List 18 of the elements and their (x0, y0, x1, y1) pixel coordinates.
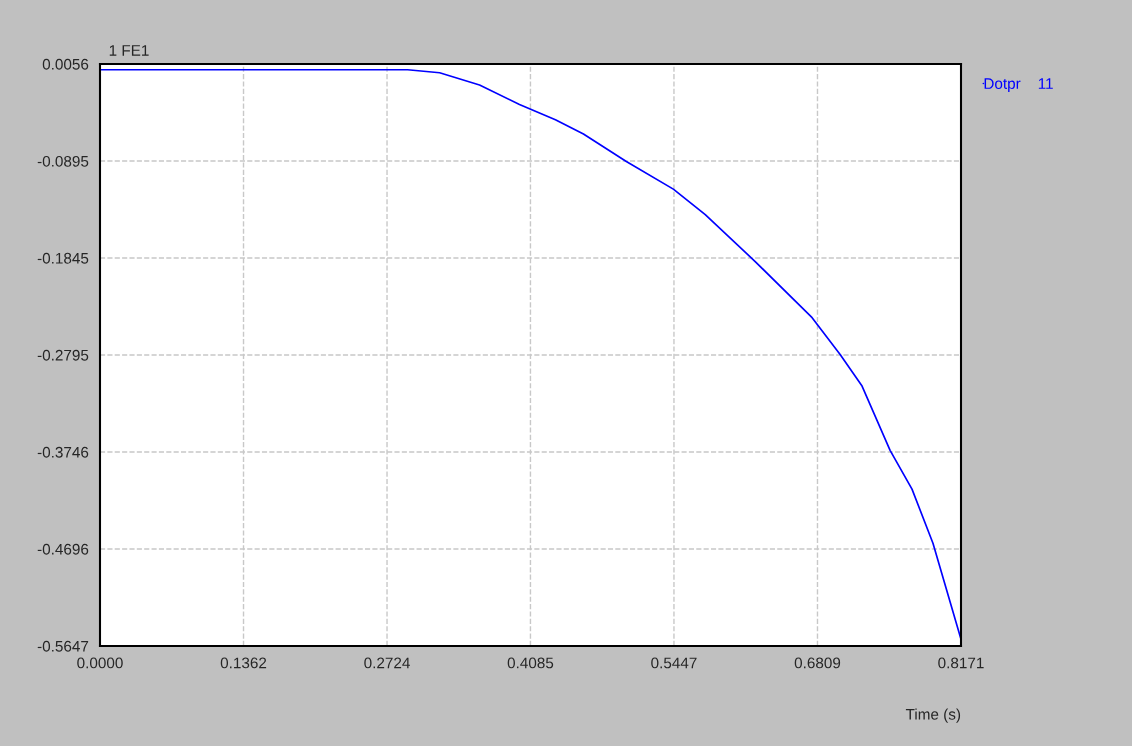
legend-label: Dotpr 11 (984, 78, 1053, 92)
y-tick-label: -0.5647 (37, 640, 89, 652)
x-tick-label: 0.0000 (77, 657, 123, 669)
x-tick-label: 0.5447 (651, 657, 697, 669)
y-tick-label: -0.0895 (37, 155, 89, 167)
line-series (100, 68, 961, 640)
x-tick-label: 0.2724 (364, 657, 410, 669)
x-tick-label: 0.4085 (507, 657, 554, 669)
y-tick-label: -0.1845 (37, 252, 89, 264)
x-tick-label: 0.1362 (220, 657, 267, 669)
y-tick-label: 0.0056 (42, 58, 89, 70)
y-tick-label: -0.2795 (37, 349, 89, 361)
x-tick-label: 0.6809 (794, 657, 841, 669)
y-tick-label: -0.3746 (37, 446, 89, 458)
x-tick-label: 0.8171 (938, 657, 984, 669)
y-tick-label: -0.4696 (37, 543, 89, 555)
chart-title: 1 FE1 (109, 45, 149, 56)
x-axis-title: Time (s) (905, 708, 961, 723)
